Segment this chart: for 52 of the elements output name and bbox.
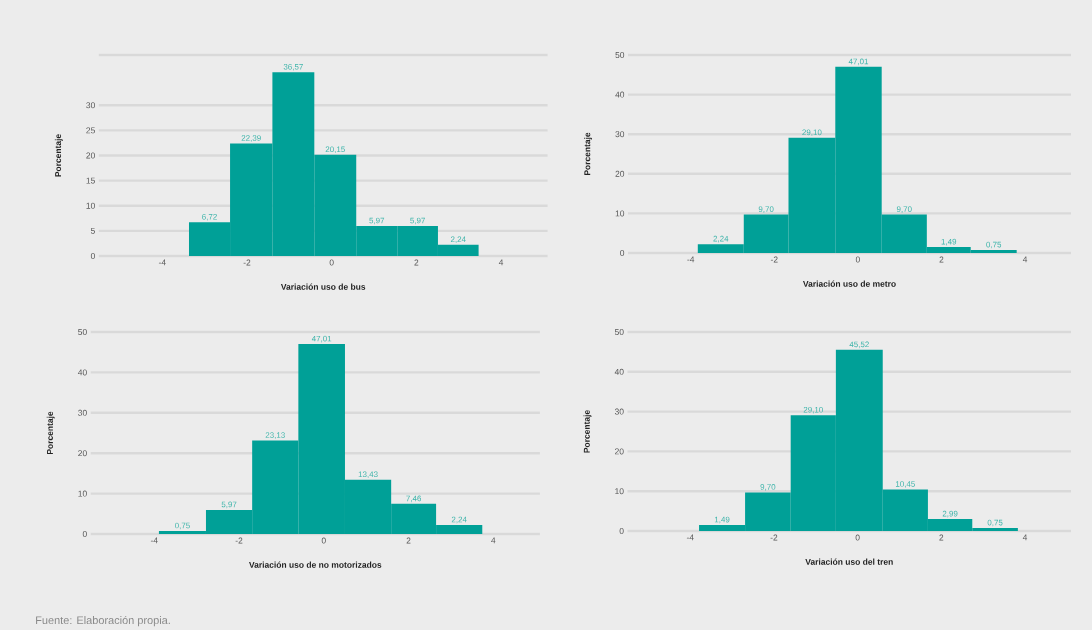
- y-tick-label: 25: [86, 127, 95, 134]
- y-tick-label: 10: [615, 210, 625, 217]
- y-tick-label: 40: [77, 369, 87, 376]
- x-tick-label: -4: [687, 256, 695, 263]
- y-tick-label: 10: [86, 202, 95, 209]
- x-tick-label: 2: [939, 534, 944, 541]
- y-tick-label: 5: [90, 227, 95, 234]
- y-tick-label: 30: [78, 409, 87, 416]
- x-tick-label: -2: [770, 534, 778, 541]
- x-tick-label: -2: [770, 256, 778, 263]
- y-tick-label: 0: [619, 528, 624, 534]
- source-note: Fuente: Elaboración propia.: [36, 615, 170, 627]
- x-tick-label: -4: [158, 259, 166, 266]
- y-axis-title: Porcentaje: [46, 411, 55, 455]
- x-tick-label: 4: [498, 259, 504, 266]
- x-tick-label: 0: [321, 537, 326, 544]
- x-axis-title: Variación uso de bus: [280, 283, 366, 290]
- y-tick-label: 20: [615, 170, 625, 177]
- y-tick-label: 10: [78, 490, 87, 497]
- y-tick-label: 40: [614, 368, 624, 375]
- y-tick-label: 20: [614, 448, 624, 455]
- y-tick-label: 40: [615, 91, 625, 98]
- y-tick-label: 50: [615, 52, 625, 58]
- x-tick-label: -2: [243, 259, 251, 266]
- x-tick-label: 2: [406, 537, 411, 544]
- x-tick-label: 0: [329, 259, 334, 266]
- y-tick-label: 20: [86, 152, 95, 159]
- x-tick-label: -2: [235, 537, 243, 544]
- y-tick-label: 30: [615, 131, 625, 138]
- x-tick-label: 0: [855, 256, 860, 263]
- y-tick-label: 0: [620, 250, 625, 256]
- x-axis-title: Variación uso de metro: [802, 280, 896, 287]
- y-tick-label: 15: [86, 177, 95, 184]
- y-tick-label: 50: [614, 329, 624, 335]
- y-tick-label: 20: [78, 450, 87, 457]
- y-axis-title: Porcentaje: [54, 134, 63, 177]
- x-tick-label: 4: [491, 537, 496, 544]
- x-tick-label: 0: [855, 534, 860, 541]
- y-tick-label: 50: [78, 329, 87, 335]
- y-tick-label: 30: [614, 408, 624, 415]
- x-tick-label: 2: [939, 256, 944, 263]
- x-tick-label: -4: [150, 537, 158, 544]
- x-tick-label: 2: [414, 259, 419, 266]
- x-tick-label: 4: [1022, 256, 1028, 263]
- y-axis-title: Porcentaje: [584, 132, 592, 176]
- x-axis-title: Variación uso de no motorizados: [249, 561, 382, 568]
- x-tick-label: -4: [686, 534, 694, 541]
- x-axis-title: Variación uso del tren: [805, 558, 893, 565]
- y-axis-title: Porcentaje: [583, 410, 592, 453]
- y-tick-label: 10: [615, 488, 624, 495]
- y-tick-label: 30: [86, 102, 95, 109]
- x-tick-label: 4: [1022, 534, 1028, 541]
